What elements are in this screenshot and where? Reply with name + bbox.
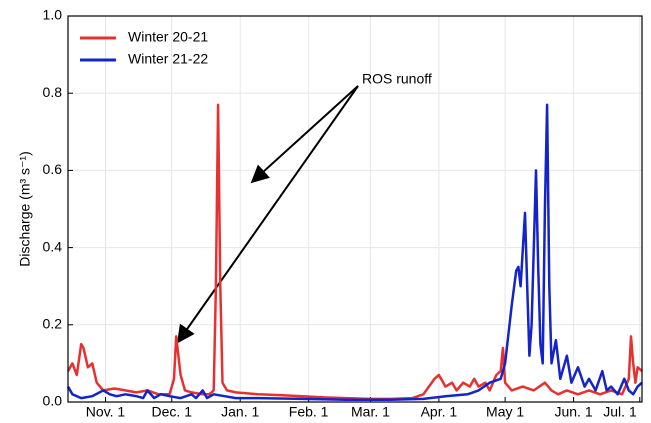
x-tick-label: Jun. 1: [554, 404, 592, 420]
annotation: ROS runoff: [362, 71, 432, 87]
y-axis-label: Discharge (m³ s⁻¹): [17, 151, 33, 267]
y-tick-label: 1.0: [43, 7, 63, 23]
y-tick-label: 0.6: [43, 161, 63, 177]
y-tick-label: 0.2: [43, 316, 63, 332]
line-series: [66, 103, 643, 401]
x-tick-label: Dec. 1: [152, 404, 193, 420]
line-series: [66, 103, 643, 401]
arrow: [250, 85, 359, 184]
y-tick-label: 0.4: [43, 238, 63, 254]
arrow: [176, 85, 359, 344]
legend-label: Winter 20-21: [128, 29, 208, 45]
y-tick-label: 0.0: [43, 393, 63, 409]
x-tick-label: Nov. 1: [86, 404, 126, 420]
x-tick-label: Jul. 1: [603, 404, 637, 420]
legend-label: Winter 21-22: [128, 51, 208, 67]
x-tick-label: May 1: [486, 404, 524, 420]
y-tick-label: 0.8: [43, 84, 63, 100]
x-tick-label: Mar. 1: [351, 404, 390, 420]
plot-frame: [67, 15, 643, 403]
x-tick-label: Apr. 1: [421, 404, 458, 420]
x-tick-label: Feb. 1: [289, 404, 329, 420]
x-tick-label: Jan. 1: [221, 404, 259, 420]
